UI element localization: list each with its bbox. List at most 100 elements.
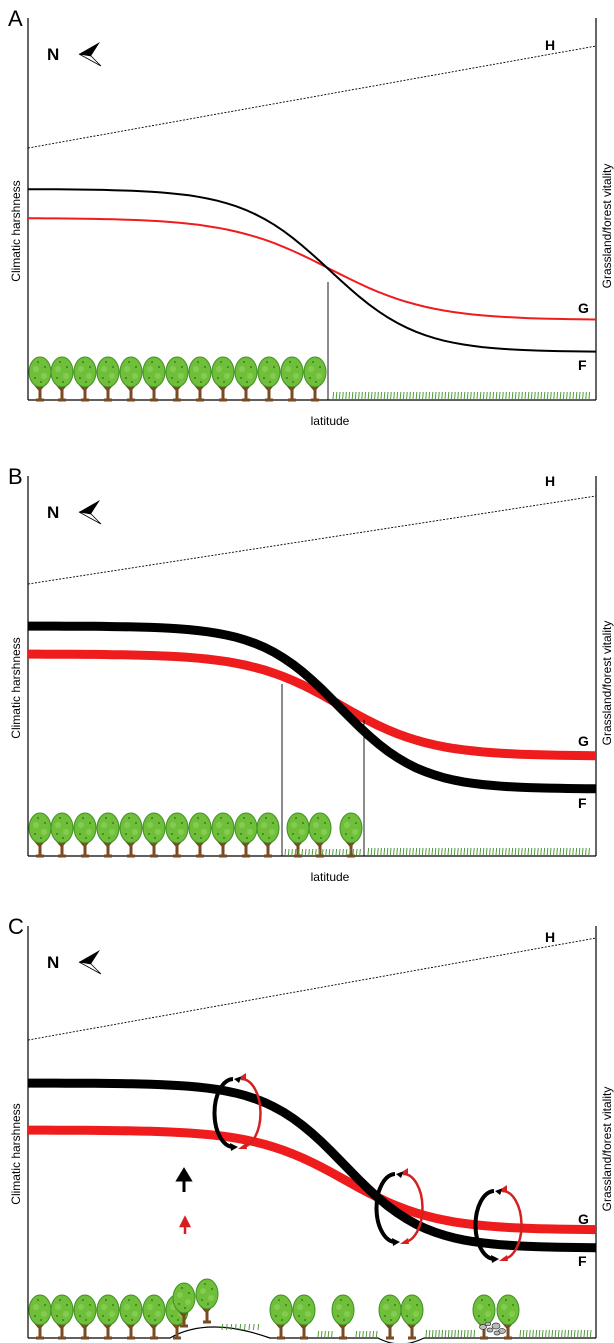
panel-c: C N H G F Climatic harshness Grassland/forest … — [8, 914, 614, 1343]
tree — [268, 1293, 294, 1340]
north-label: N — [47, 45, 59, 64]
tree — [49, 811, 75, 858]
grass-icon — [332, 391, 591, 400]
feedback-arrow-icon — [234, 1076, 242, 1083]
tree — [141, 1293, 167, 1340]
tree — [72, 811, 98, 858]
tree — [194, 1277, 220, 1324]
tree — [72, 1293, 98, 1340]
tree — [49, 355, 75, 402]
north-arrow-icon — [79, 42, 100, 56]
tree — [233, 811, 259, 858]
up-arrow-icon — [175, 1167, 193, 1192]
rock — [493, 1330, 501, 1336]
tree — [256, 355, 282, 402]
curve-h-label: H — [545, 37, 555, 53]
x-axis-label: latitude — [311, 870, 350, 884]
forest-curve — [28, 188, 597, 353]
tree — [255, 811, 281, 858]
feedback-arrow-icon — [473, 1189, 496, 1262]
tree — [291, 1293, 317, 1340]
tree — [27, 355, 53, 402]
feedback-arrow-icon — [374, 1172, 397, 1245]
curve-h-label: H — [545, 473, 555, 489]
curve-g-label: G — [578, 733, 589, 749]
grass-icon — [425, 1329, 476, 1338]
curve-h-label: H — [545, 929, 555, 945]
up-arrow-icon — [178, 1215, 192, 1234]
feedback-arrow-icon — [396, 1171, 404, 1178]
feedback-arrow-icon — [212, 1077, 235, 1150]
forest-curve — [28, 1078, 597, 1253]
tree — [118, 811, 144, 858]
grassland-curve — [28, 649, 597, 761]
feedback-arrow-icon — [402, 1172, 424, 1244]
tree — [279, 355, 305, 402]
curve-h-line — [27, 495, 597, 585]
rock — [486, 1327, 494, 1333]
north-label: N — [47, 953, 59, 972]
curve-f-label: F — [578, 357, 587, 373]
rock — [479, 1324, 487, 1330]
curve-g-label: G — [578, 1211, 589, 1227]
panel-letter: B — [8, 464, 23, 489]
y-axis-label-left: Climatic harshness — [9, 180, 23, 281]
grassland-curve — [27, 217, 597, 321]
tree — [49, 1293, 75, 1340]
forest-curve — [28, 621, 596, 794]
y-axis-label-right: Grassland/forest vitality — [600, 1087, 614, 1212]
tree — [330, 1293, 356, 1340]
tree — [141, 811, 167, 858]
curve-h-line — [27, 937, 597, 1041]
grassland-curve — [28, 1125, 597, 1235]
feedback-arrow-icon — [392, 1238, 400, 1246]
y-axis-label-left: Climatic harshness — [9, 637, 23, 738]
feedback-arrow-icon — [499, 1255, 508, 1261]
rock-icon — [479, 1321, 506, 1336]
feedback-arrow-icon — [240, 1073, 246, 1080]
feedback-arrow-icon — [501, 1189, 523, 1261]
panel-b: B N H G F Climatic harshness Grassland/forest … — [8, 464, 614, 884]
y-axis-label-right: Grassland/forest vitality — [600, 164, 614, 289]
y-axis-label-right: Grassland/forest vitality — [600, 621, 614, 746]
grass-icon — [519, 1329, 592, 1338]
tree — [141, 355, 167, 402]
y-axis-label-left: Climatic harshness — [9, 1103, 23, 1204]
grass-icon — [355, 1330, 378, 1338]
tree — [210, 811, 236, 858]
feedback-arrow-icon — [491, 1255, 499, 1263]
curve-g-label: G — [578, 300, 589, 316]
grass-icon — [221, 1323, 260, 1331]
feedback-arrow-icon — [240, 1077, 262, 1149]
tree — [95, 811, 121, 858]
tree — [377, 1293, 403, 1340]
ground-line — [28, 1326, 596, 1343]
curve-f-label: F — [578, 1253, 587, 1269]
curve-f-label: F — [578, 795, 587, 811]
panel-letter: A — [8, 6, 23, 31]
tree — [210, 355, 236, 402]
tree — [164, 811, 190, 858]
tree — [164, 355, 190, 402]
north-arrow-icon — [78, 511, 102, 525]
rock — [484, 1321, 492, 1327]
rock — [491, 1322, 501, 1330]
feedback-arrow-icon — [400, 1238, 409, 1244]
north-arrow-icon — [79, 500, 100, 514]
panel-a: A N H G F Climatic harshness Grassland/forest … — [8, 6, 614, 428]
north-arrow-icon — [79, 950, 100, 964]
tree — [118, 1293, 144, 1340]
panel-letter: C — [8, 914, 24, 939]
feedback-arrow-icon — [402, 1168, 408, 1175]
tree — [27, 811, 53, 858]
north-arrow-icon — [78, 961, 102, 975]
north-label: N — [47, 503, 59, 522]
tree — [95, 355, 121, 402]
north-arrow-icon — [78, 53, 102, 67]
grass-icon — [284, 848, 361, 856]
feedback-arrow-icon — [230, 1143, 238, 1151]
tree — [27, 1293, 53, 1340]
feedback-arrow-icon — [501, 1185, 507, 1192]
tree — [233, 355, 259, 402]
